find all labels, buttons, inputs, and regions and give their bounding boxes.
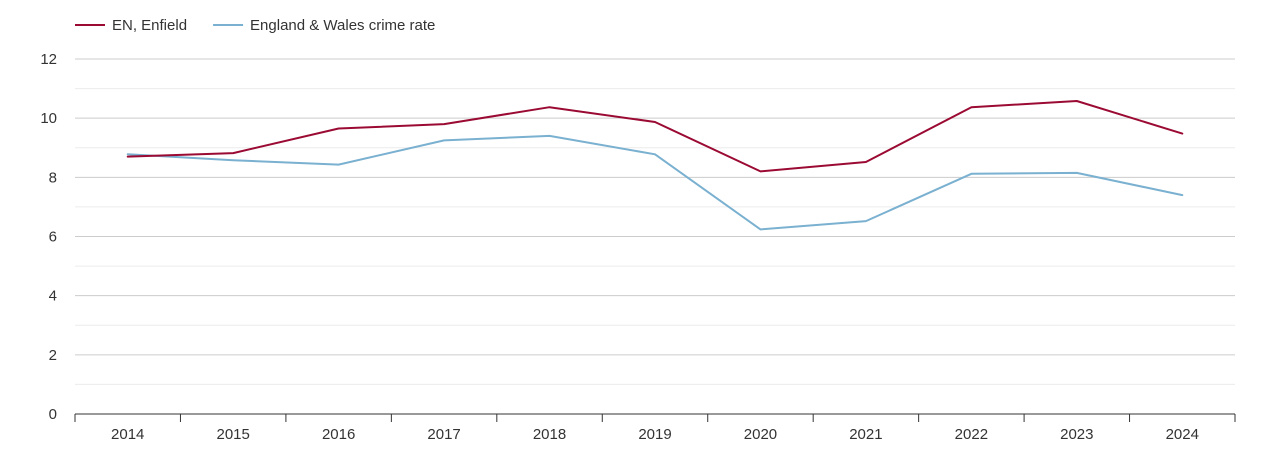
x-tick-label: 2022 bbox=[955, 426, 988, 443]
y-tick-label: 12 bbox=[40, 51, 57, 68]
y-tick-label: 10 bbox=[40, 110, 57, 127]
x-tick-label: 2021 bbox=[849, 426, 882, 443]
x-axis: 2014 2015 2016 2017 2018 2019 2020 2021 2022 2023… bbox=[74, 413, 1236, 443]
x-tick-label: 2016 bbox=[322, 426, 355, 443]
x-tick-label: 2017 bbox=[427, 426, 460, 443]
x-tick-label: 2024 bbox=[1166, 426, 1199, 443]
legend-item-en-enfield[interactable]: EN, Enfield bbox=[75, 17, 187, 34]
series-lines bbox=[126, 100, 1184, 231]
chart-legend: EN, Enfield England & Wales crime rate bbox=[75, 17, 435, 34]
legend-label: England & Wales crime rate bbox=[250, 17, 435, 34]
y-tick-label: 2 bbox=[49, 347, 57, 364]
x-tick-label: 2014 bbox=[111, 426, 144, 443]
y-axis: 0 2 4 6 8 10 12 bbox=[40, 51, 57, 423]
x-tick-label: 2019 bbox=[638, 426, 671, 443]
x-tick-label: 2015 bbox=[216, 426, 249, 443]
y-tick-label: 4 bbox=[49, 288, 57, 305]
series-line-en-enfield bbox=[126, 100, 1184, 173]
legend-label: EN, Enfield bbox=[112, 17, 187, 34]
x-tick-label: 2023 bbox=[1060, 426, 1093, 443]
y-tick-label: 0 bbox=[49, 406, 57, 423]
y-tick-label: 8 bbox=[49, 169, 57, 186]
y-tick-label: 6 bbox=[49, 229, 57, 246]
grid-lines bbox=[75, 58, 1235, 385]
x-tick-label: 2018 bbox=[533, 426, 566, 443]
series-line-england-wales-crime-rate bbox=[126, 134, 1184, 231]
x-tick-label: 2020 bbox=[744, 426, 777, 443]
legend-item-england-wales-crime-rate[interactable]: England & Wales crime rate bbox=[213, 17, 435, 34]
